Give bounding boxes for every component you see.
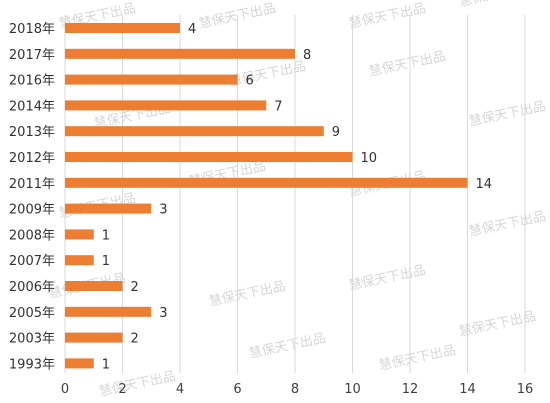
x-tick-label: 8	[291, 382, 299, 397]
bar-2014年	[65, 100, 267, 111]
x-tick-label: 10	[344, 382, 361, 397]
data-label: 8	[303, 48, 311, 63]
category-label: 2012年	[9, 151, 55, 166]
category-label: 2016年	[9, 74, 55, 89]
category-label: 1993年	[9, 357, 55, 372]
bar-2007年	[65, 255, 94, 266]
category-label: 2013年	[9, 125, 55, 140]
x-tick-label: 14	[459, 382, 476, 397]
data-labels: 4 8 6 7 9 10 14 3 1 1 2 3 2 1	[102, 22, 492, 372]
watermark-text: 慧保天下出品	[348, 262, 428, 294]
bar-2006年	[65, 281, 123, 291]
x-tick-label: 6	[233, 382, 241, 397]
watermark-text: 慧保天下出品	[468, 98, 548, 130]
watermark-text: 慧保天下出品	[248, 330, 328, 362]
category-label: 2008年	[9, 228, 55, 243]
category-label: 2003年	[9, 332, 55, 347]
data-label: 7	[274, 99, 282, 114]
x-axis-ticks: 0 2 4 6 8 10 12 14 16	[61, 382, 533, 397]
data-label: 3	[159, 203, 167, 218]
x-tick-label: 4	[176, 382, 184, 397]
bar-2003年	[65, 332, 123, 343]
bar-1993年	[65, 358, 94, 369]
bar-2012年	[65, 152, 353, 162]
category-label: 2011年	[9, 177, 55, 192]
bar-2011年	[65, 177, 468, 188]
watermark-text: 慧保天下出品	[468, 208, 548, 240]
watermark-text: 慧保天下出品	[368, 48, 448, 80]
x-tick-label: 2	[118, 382, 126, 397]
bar-2009年	[65, 203, 152, 214]
x-tick-label: 16	[517, 382, 534, 397]
x-tick-label: 12	[402, 382, 419, 397]
data-label: 1	[102, 228, 110, 243]
category-label: 2006年	[9, 280, 55, 295]
data-label: 14	[476, 177, 493, 192]
data-label: 2	[131, 332, 139, 347]
category-label: 2018年	[9, 22, 55, 37]
watermark-text: 慧保天下出品	[98, 368, 178, 400]
data-label: 3	[159, 306, 167, 321]
bar-2016年	[65, 74, 238, 85]
data-label: 9	[332, 125, 340, 140]
category-label: 2009年	[9, 203, 55, 218]
watermark-text: 慧保天下出品	[208, 278, 288, 310]
bar-2013年	[65, 126, 324, 137]
category-label: 2017年	[9, 48, 55, 63]
watermark-text: 慧保天下出品	[378, 342, 458, 374]
data-label: 10	[361, 151, 378, 166]
bar-2018年	[65, 23, 180, 33]
watermark-text: 慧保天下出品	[458, 0, 538, 10]
data-label: 6	[246, 74, 254, 89]
bars	[65, 23, 468, 369]
data-label: 1	[102, 254, 110, 269]
bar-2005年	[65, 306, 152, 317]
x-tick-label: 0	[61, 382, 69, 397]
category-label: 2007年	[9, 254, 55, 269]
data-label: 1	[102, 357, 110, 372]
watermark-text: 慧保天下出品	[348, 0, 428, 32]
category-label: 2005年	[9, 306, 55, 321]
category-label: 2014年	[9, 99, 55, 114]
bar-2008年	[65, 229, 94, 240]
bar-2017年	[65, 48, 295, 59]
data-label: 2	[131, 280, 139, 295]
category-labels: 2018年 2017年 2016年 2014年 2013年 2012年 2011年 2009年…	[9, 22, 55, 372]
data-label: 4	[188, 22, 196, 37]
